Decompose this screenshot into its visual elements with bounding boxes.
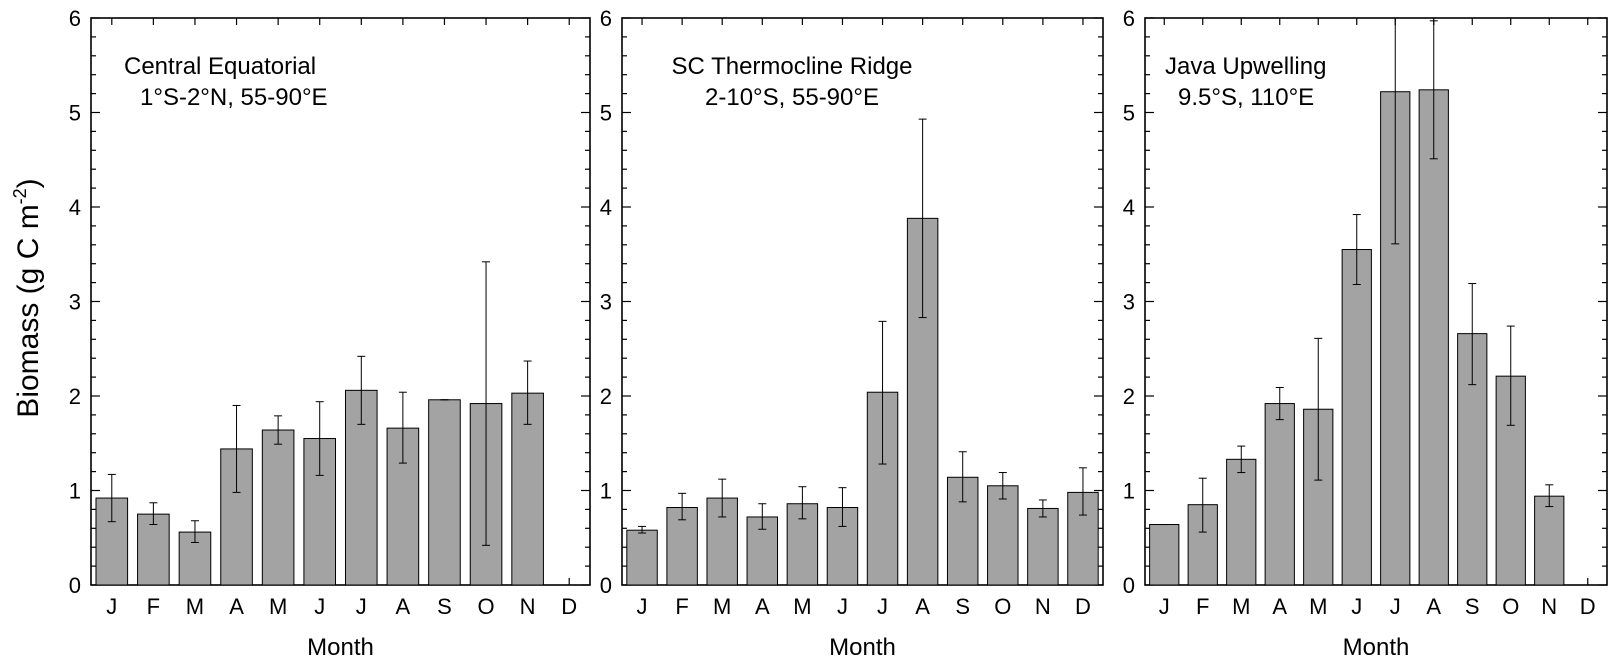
bar-m-3 (1226, 458, 1257, 586)
x-tick-label: M (793, 594, 811, 619)
y-tick-label: 6 (69, 6, 81, 31)
x-tick-label: J (356, 594, 367, 619)
x-tick-label: M (186, 594, 204, 619)
y-tick-label: 0 (1123, 573, 1135, 598)
x-tick-label: O (477, 594, 494, 619)
y-tick-label: 5 (600, 101, 612, 126)
bar-a-4 (1264, 403, 1295, 586)
panel-title: SC Thermocline Ridge (672, 53, 913, 80)
y-tick-label: 3 (69, 290, 81, 315)
x-tick-label: J (837, 594, 848, 619)
y-tick-label: 0 (600, 573, 612, 598)
bar-n-11 (511, 392, 544, 586)
x-tick-label: A (229, 594, 244, 619)
x-tick-label: J (106, 594, 117, 619)
x-tick-label: F (675, 594, 688, 619)
panel-title: Java Upwelling (1165, 53, 1326, 80)
panel-subtitle: 9.5°S, 110°E (1178, 84, 1314, 111)
x-tick-label: D (1075, 594, 1091, 619)
y-tick-label: 5 (69, 101, 81, 126)
y-tick-label: 2 (1123, 384, 1135, 409)
bar-m-5 (261, 429, 295, 586)
y-tick-label: 0 (69, 573, 81, 598)
y-tick-label: 3 (1123, 290, 1135, 315)
bar-j-1 (626, 529, 658, 586)
x-tick-label: O (994, 594, 1011, 619)
x-tick-label: M (1232, 594, 1250, 619)
x-tick-label: O (1502, 594, 1519, 619)
y-tick-label: 6 (600, 6, 612, 31)
x-tick-label: N (1035, 594, 1051, 619)
y-axis-label: Biomass (g C m-2) (10, 178, 45, 417)
x-tick-label: F (1196, 594, 1209, 619)
x-tick-label: J (1390, 594, 1401, 619)
x-tick-label: A (1272, 594, 1287, 619)
x-tick-label: M (269, 594, 287, 619)
x-tick-label: A (1426, 594, 1441, 619)
bar-j-1 (1149, 524, 1180, 586)
x-tick-label: M (713, 594, 731, 619)
x-axis-label: Month (307, 634, 374, 661)
y-tick-label: 2 (600, 384, 612, 409)
y-tick-label: 4 (69, 195, 81, 220)
x-tick-label: S (1465, 594, 1480, 619)
x-tick-label: M (1309, 594, 1327, 619)
y-tick-label: 1 (1123, 479, 1135, 504)
y-tick-label: 1 (600, 479, 612, 504)
x-tick-label: J (877, 594, 888, 619)
bar-a-8 (1418, 89, 1449, 586)
x-tick-label: A (915, 594, 930, 619)
bar-j-7 (1380, 91, 1411, 586)
panel-title: Central Equatorial (124, 53, 316, 80)
x-tick-label: A (396, 594, 411, 619)
x-tick-label: D (561, 594, 577, 619)
bar-n-11 (1534, 495, 1565, 586)
bar-n-11 (1027, 507, 1059, 586)
y-tick-label: 1 (69, 479, 81, 504)
x-tick-label: J (637, 594, 648, 619)
panel-subtitle: 2-10°S, 55-90°E (705, 84, 879, 111)
x-tick-label: J (1351, 594, 1362, 619)
y-tick-label: 5 (1123, 101, 1135, 126)
x-tick-label: J (314, 594, 325, 619)
x-tick-label: J (1159, 594, 1170, 619)
bar-f-2 (666, 507, 698, 586)
bar-o-10 (987, 485, 1019, 586)
bar-s-9 (428, 399, 461, 586)
y-tick-label: 6 (1123, 6, 1135, 31)
x-tick-label: A (755, 594, 770, 619)
x-tick-label: S (437, 594, 452, 619)
bar-j-6 (1341, 249, 1372, 586)
x-axis-label: Month (1343, 634, 1410, 661)
y-tick-label: 2 (69, 384, 81, 409)
x-axis-label: Month (829, 634, 896, 661)
x-tick-label: D (1580, 594, 1596, 619)
x-tick-label: F (147, 594, 160, 619)
x-tick-label: S (955, 594, 970, 619)
panel-subtitle: 1°S-2°N, 55-90°E (140, 84, 328, 111)
x-tick-label: N (520, 594, 536, 619)
y-tick-label: 3 (600, 290, 612, 315)
y-tick-label: 4 (600, 195, 612, 220)
x-tick-label: N (1541, 594, 1557, 619)
bar-f-2 (137, 513, 170, 586)
y-tick-label: 4 (1123, 195, 1135, 220)
